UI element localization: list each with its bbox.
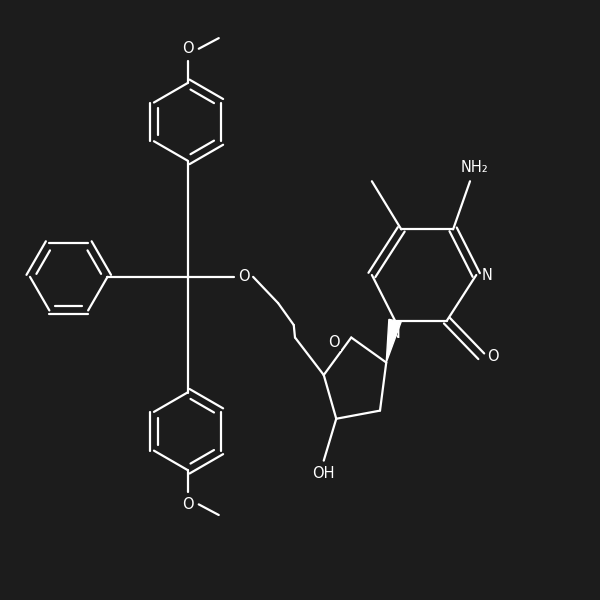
Polygon shape bbox=[386, 319, 401, 362]
Text: N: N bbox=[482, 268, 493, 283]
Text: O: O bbox=[487, 349, 499, 364]
Text: O: O bbox=[328, 335, 340, 350]
Text: O: O bbox=[238, 269, 250, 284]
Text: O: O bbox=[182, 497, 193, 512]
Text: OH: OH bbox=[313, 466, 335, 481]
Text: O: O bbox=[182, 41, 193, 56]
Text: NH₂: NH₂ bbox=[461, 160, 489, 175]
Text: N: N bbox=[389, 326, 400, 341]
